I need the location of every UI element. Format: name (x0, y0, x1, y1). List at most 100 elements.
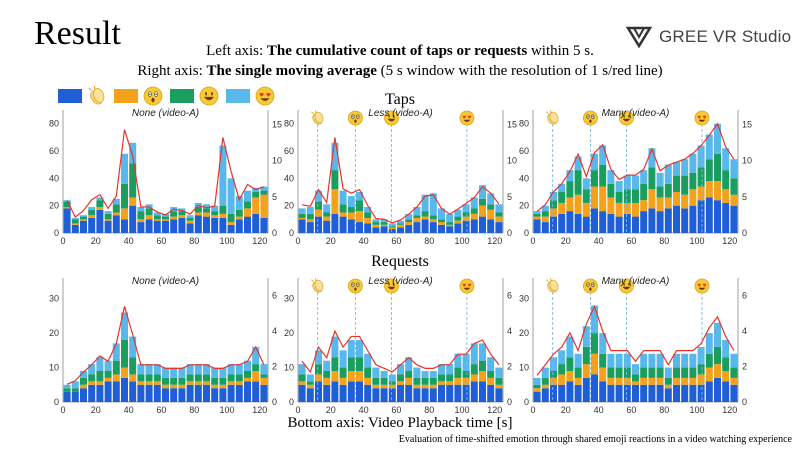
bar-smile (137, 374, 145, 382)
right-tick-label: 15 (507, 119, 517, 129)
bar-surprise (244, 208, 251, 217)
bar-love (533, 211, 541, 214)
bar-smile (656, 367, 664, 378)
bar-love (681, 353, 689, 368)
bar-love (178, 367, 186, 378)
bar-love (356, 192, 363, 201)
clapping-hands-emoji-icon (311, 110, 324, 125)
bar-surprise (623, 377, 631, 385)
bar-surprise (339, 212, 347, 217)
bar-love (558, 350, 566, 365)
left-axis-prefix: Left axis: (206, 43, 267, 59)
bar-surprise (623, 202, 631, 214)
bar-smile (211, 211, 219, 216)
bar-clap (438, 384, 445, 402)
bar-love (599, 145, 607, 165)
bar-surprise (664, 384, 672, 389)
x-tick-label: 20 (91, 405, 101, 415)
bar-surprise (203, 381, 210, 385)
bar-smile (607, 367, 615, 378)
bar-surprise (599, 186, 607, 212)
bar-smile (71, 219, 79, 224)
bar-smile (323, 371, 331, 378)
bar-clap (129, 205, 137, 233)
bar-clap (664, 208, 672, 233)
bar-love (421, 371, 429, 378)
astonished-face-emoji-icon (347, 110, 363, 126)
bar-clap (388, 388, 396, 402)
bar-surprise (615, 202, 623, 217)
bar-smile (648, 367, 656, 378)
requests-row-title: Requests (371, 253, 429, 270)
bar-clap (315, 216, 322, 233)
bar-love (479, 185, 486, 199)
bar-clap (80, 388, 87, 402)
bar-love (470, 343, 478, 365)
x-tick-label: 60 (391, 236, 401, 246)
x-tick-label: 20 (326, 236, 336, 246)
bar-smile (640, 367, 648, 378)
bar-surprise (203, 212, 210, 217)
bar-smile (63, 201, 71, 208)
moving-average-line (66, 306, 265, 385)
bar-love (599, 333, 607, 354)
bar-clap (145, 384, 153, 402)
bar-clap (438, 224, 445, 233)
panel-title: None (video-A) (132, 108, 199, 119)
bar-love (495, 204, 503, 213)
left-tick-label: 0 (289, 397, 294, 407)
left-tick-label: 20 (49, 201, 59, 211)
bar-love (203, 204, 210, 209)
bar-surprise (462, 216, 470, 221)
bar-clap (203, 216, 210, 233)
bar-clap (632, 384, 639, 402)
bar-surprise (413, 217, 421, 223)
bar-surprise (640, 377, 648, 385)
x-tick-label: 40 (359, 405, 369, 415)
x-tick-label: 120 (252, 405, 267, 415)
bar-clap (714, 377, 721, 402)
bar-love (364, 207, 372, 213)
bar-surprise (178, 215, 186, 218)
bar-surprise (640, 200, 648, 212)
bar-clap (421, 388, 429, 402)
right-tick-label: 0 (272, 228, 277, 238)
bar-surprise (121, 208, 128, 220)
bar-surprise (96, 381, 104, 385)
bar-love (162, 367, 169, 378)
bar-love (170, 367, 178, 378)
bar-smile (364, 367, 372, 378)
heart-eyes-emoji-icon (255, 86, 275, 106)
bar-surprise (550, 208, 557, 217)
bar-surprise (591, 353, 598, 375)
bar-smile (673, 175, 680, 192)
bar-love (104, 360, 112, 371)
bar-clap (429, 222, 437, 233)
bar-surprise (479, 205, 486, 217)
legend-swatch-1 (58, 89, 82, 103)
bar-clap (705, 381, 713, 402)
bar-love (194, 364, 202, 375)
bar-clap (162, 388, 169, 402)
bar-smile (194, 207, 202, 213)
bar-clap (429, 388, 437, 402)
bar-surprise (260, 194, 268, 218)
bar-smile (470, 364, 478, 375)
moving-average-line (66, 129, 265, 219)
bar-love (632, 175, 639, 190)
right-tick-label: 10 (272, 156, 282, 166)
bar-love (487, 357, 495, 371)
bar-smile (599, 164, 607, 187)
left-tick-label: 20 (284, 328, 294, 338)
bar-love (339, 350, 347, 368)
astonished-face-emoji-icon (347, 278, 363, 294)
right-tick-label: 15 (272, 119, 282, 129)
bar-smile (260, 374, 268, 378)
bar-clap (71, 224, 79, 233)
bar-clap (446, 384, 454, 402)
right-tick-label: 5 (507, 192, 512, 202)
legend-swatch-4 (226, 89, 250, 103)
bar-smile (315, 201, 322, 210)
bar-smile (372, 377, 380, 385)
left-tick-label: 80 (519, 119, 529, 129)
